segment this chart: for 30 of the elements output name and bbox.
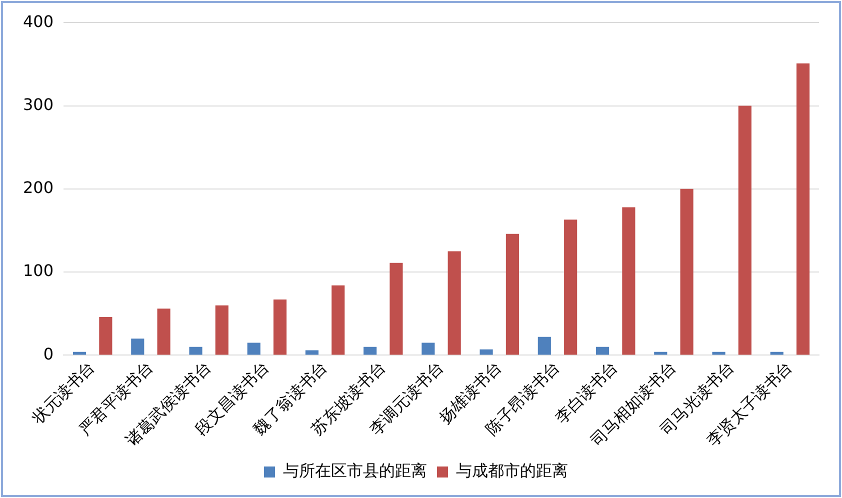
bar [131,338,144,355]
bar [189,346,202,355]
bar [480,349,493,355]
legend-label: 与所在区市县的距离 [283,461,427,480]
y-tick-label: 0 [43,344,54,364]
y-tick-label: 400 [22,12,54,31]
bar [422,342,435,355]
bar [622,207,636,355]
bar [157,308,170,355]
bar [680,188,694,355]
bar [273,300,287,355]
bar [215,305,228,355]
bar [390,262,403,355]
bar [305,350,319,355]
bar [247,342,260,355]
y-tick-label: 200 [22,178,54,198]
legend-label: 与成都市的距离 [456,461,568,480]
bar [99,316,112,355]
bar [448,251,461,355]
y-tick-label: 100 [22,261,54,280]
bar [796,63,810,355]
bar [564,220,578,355]
bar [364,346,377,355]
bar [596,346,610,355]
y-tick-label: 300 [22,94,54,114]
bar [738,106,752,355]
bar [332,285,345,355]
bar [538,336,551,355]
bar [506,234,519,355]
bar [712,352,726,355]
